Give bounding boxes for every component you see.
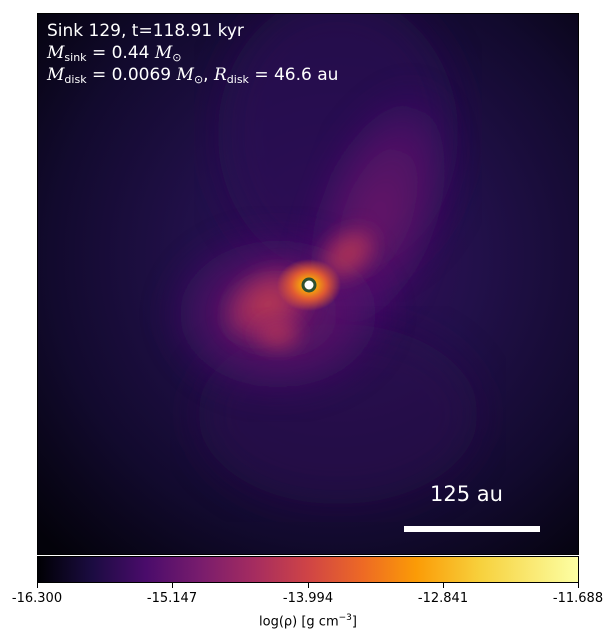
colorbar-tick-label-2: -13.994: [282, 591, 334, 606]
colorbar-tick-label-4: -11.688: [552, 591, 604, 606]
disk-annotation: Mdisk = 0.0069 M⊙, Rdisk = 46.6 au: [47, 65, 339, 86]
mdisk-subscript: disk: [64, 73, 87, 86]
solar-mass-symbol: M: [154, 43, 173, 63]
density-image: [38, 14, 578, 554]
colorbar-label-prefix: log(ρ) [g cm: [259, 614, 339, 630]
solar-subscript: ⊙: [172, 51, 182, 64]
colorbar-tick-3: [443, 583, 444, 588]
solar-subscript-2: ⊙: [193, 73, 204, 86]
colorbar-label: log(ρ) [g cm−3]: [259, 613, 357, 629]
sink-mass-annotation: Msink = 0.44 M⊙: [47, 43, 182, 68]
rdisk-symbol: R: [213, 65, 227, 85]
colorbar-tick-4: [578, 583, 579, 588]
sink-particle-marker: [301, 277, 317, 293]
scale-bar-label: 125 au: [430, 482, 503, 506]
solar-mass-symbol-2: M: [176, 65, 194, 85]
msink-symbol: M: [47, 43, 65, 63]
sink-time-annotation: Sink 129, t=118.91 kyr: [47, 21, 244, 42]
colorbar-tick-label-0: -16.300: [11, 591, 63, 606]
msink-subscript: sink: [64, 51, 87, 64]
msink-value: = 0.44: [91, 43, 150, 63]
mdisk-symbol: M: [47, 65, 65, 85]
colorbar-tick-0: [37, 583, 38, 588]
colorbar: [37, 556, 579, 583]
mdisk-value: = 0.0069: [91, 65, 172, 85]
rdisk-subscript: disk: [226, 73, 249, 86]
sink-time-text: Sink 129, t=118.91 kyr: [47, 21, 244, 41]
colorbar-label-exponent: −3: [338, 613, 352, 623]
scale-bar: [404, 526, 540, 532]
colorbar-tick-label-1: -15.147: [146, 591, 198, 606]
colorbar-tick-2: [308, 583, 309, 588]
colorbar-tick-label-3: -12.841: [417, 591, 469, 606]
rdisk-value: = 46.6 au: [254, 65, 339, 85]
colorbar-label-suffix: ]: [351, 614, 357, 630]
density-map: Sink 129, t=118.91 kyr Msink = 0.44 M⊙ M…: [37, 13, 579, 555]
colorbar-tick-1: [172, 583, 173, 588]
